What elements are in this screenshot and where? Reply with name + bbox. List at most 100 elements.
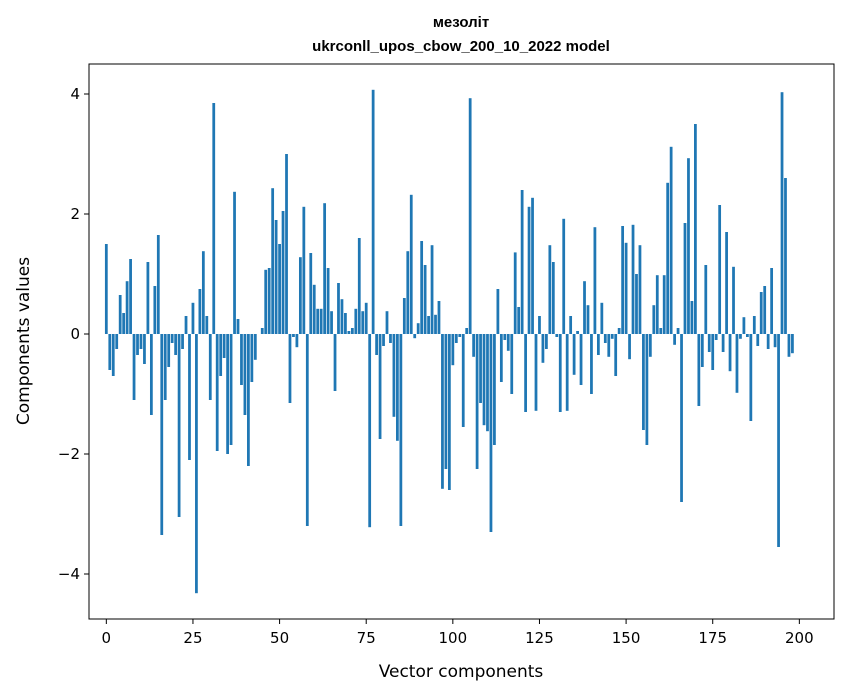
bar-149 xyxy=(621,226,625,334)
bar-196 xyxy=(784,178,787,334)
x-tick-label-200: 200 xyxy=(785,629,814,647)
bar-134 xyxy=(569,316,573,334)
bar-177 xyxy=(718,205,722,334)
bar-172 xyxy=(700,334,704,367)
bar-59 xyxy=(309,253,313,334)
bar-49 xyxy=(274,220,278,334)
bar-74 xyxy=(361,311,365,334)
bar-155 xyxy=(642,334,645,430)
bar-58 xyxy=(305,334,309,526)
bar-128 xyxy=(548,245,552,334)
bar-140 xyxy=(590,334,593,394)
y-axis-label: Components values xyxy=(14,257,34,425)
bar-146 xyxy=(610,334,614,339)
bar-153 xyxy=(635,274,638,334)
x-tick-label-50: 50 xyxy=(270,629,289,647)
bar-97 xyxy=(441,334,444,489)
bar-195 xyxy=(780,92,784,334)
x-tick-label-0: 0 xyxy=(102,629,112,647)
bar-111 xyxy=(489,334,493,532)
bar-135 xyxy=(572,334,576,375)
bar-184 xyxy=(742,317,746,334)
bar-115 xyxy=(503,334,507,340)
bar-159 xyxy=(655,275,659,334)
bar-198 xyxy=(791,334,794,354)
bar-161 xyxy=(662,275,666,334)
bar-99 xyxy=(447,334,451,490)
bar-130 xyxy=(555,334,559,337)
bar-70 xyxy=(347,331,351,334)
bar-106 xyxy=(472,334,476,357)
bar-118 xyxy=(513,252,517,334)
bar-34 xyxy=(222,334,226,358)
bar-35 xyxy=(226,334,229,454)
bar-12 xyxy=(146,262,150,334)
x-tick-label-75: 75 xyxy=(357,629,376,647)
bar-91 xyxy=(420,241,424,334)
bar-194 xyxy=(777,334,780,547)
bar-4 xyxy=(118,295,122,334)
bar-66 xyxy=(333,334,337,391)
bar-21 xyxy=(177,334,181,517)
bar-98 xyxy=(444,334,448,469)
bar-180 xyxy=(728,334,732,372)
bar-192 xyxy=(770,268,774,334)
bar-120 xyxy=(520,190,524,334)
bar-171 xyxy=(697,334,701,406)
bar-165 xyxy=(676,328,680,334)
bar-189 xyxy=(759,292,763,334)
bar-46 xyxy=(264,269,268,334)
bar-147 xyxy=(614,334,618,376)
bar-18 xyxy=(167,334,171,367)
bar-54 xyxy=(292,334,295,337)
bar-125 xyxy=(538,316,541,334)
bar-39 xyxy=(240,334,243,385)
chart-title: мезоліт xyxy=(433,14,489,31)
plot-frame xyxy=(88,63,835,620)
bar-68 xyxy=(340,299,344,334)
bar-169 xyxy=(690,301,694,334)
bar-15 xyxy=(156,235,160,334)
bar-13 xyxy=(149,334,153,415)
bar-186 xyxy=(749,334,753,421)
bar-81 xyxy=(385,311,389,334)
x-tick-label-150: 150 xyxy=(612,629,641,647)
bar-176 xyxy=(714,334,718,340)
bar-113 xyxy=(496,289,500,334)
bar-85 xyxy=(399,334,403,526)
bar-series xyxy=(104,89,794,594)
bar-82 xyxy=(389,334,392,343)
bar-179 xyxy=(725,232,728,334)
bar-65 xyxy=(330,311,333,334)
bar-30 xyxy=(208,334,212,400)
bar-79 xyxy=(378,334,382,439)
bar-8 xyxy=(132,334,136,400)
x-tick-label-25: 25 xyxy=(183,629,202,647)
bar-127 xyxy=(545,334,548,349)
bar-119 xyxy=(517,307,521,334)
bar-29 xyxy=(205,316,209,334)
bar-52 xyxy=(285,154,288,334)
bar-62 xyxy=(319,308,323,334)
bar-138 xyxy=(583,281,586,334)
bar-185 xyxy=(745,334,749,337)
bar-191 xyxy=(766,334,770,349)
bar-129 xyxy=(551,262,555,334)
bar-136 xyxy=(576,331,579,334)
bar-3 xyxy=(115,334,119,349)
bar-84 xyxy=(396,334,399,441)
bar-6 xyxy=(125,281,129,334)
bar-173 xyxy=(704,265,708,334)
bar-9 xyxy=(136,334,139,355)
y-tick-label-0: 0 xyxy=(70,325,80,343)
bar-166 xyxy=(680,334,683,502)
x-tick-label-125: 125 xyxy=(525,629,554,647)
bar-16 xyxy=(160,334,164,535)
bar-145 xyxy=(607,334,611,357)
bar-126 xyxy=(541,334,545,363)
bar-156 xyxy=(645,334,649,445)
bar-31 xyxy=(212,103,216,334)
bar-104 xyxy=(465,328,469,334)
bar-22 xyxy=(181,334,184,349)
